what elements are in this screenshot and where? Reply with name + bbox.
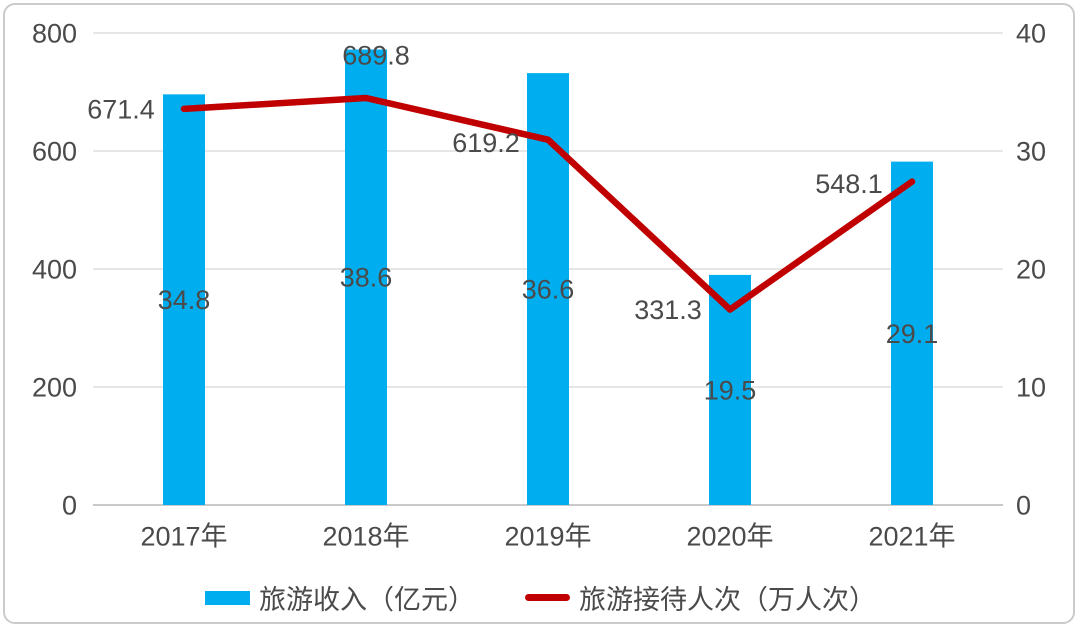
legend-item-bar-series: 旅游收入（亿元） [205, 578, 475, 617]
right-axis-tick-label: 40 [1016, 18, 1046, 48]
line-series-label: 旅游接待人次（万人次） [579, 585, 876, 615]
legend-item-line-series: 旅游接待人次（万人次） [525, 578, 876, 617]
bar-2018年 [345, 49, 387, 506]
x-axis-label: 2020年 [686, 521, 773, 551]
line-value-label: 331.3 [634, 295, 702, 325]
bar-value-label: 38.6 [340, 263, 393, 293]
x-axis-label: 2018年 [322, 521, 409, 551]
bar-value-label: 36.6 [522, 275, 575, 305]
right-axis-tick-label: 20 [1016, 254, 1046, 284]
x-axis-label: 2017年 [140, 521, 227, 551]
bar-2020年 [709, 274, 751, 505]
bar-series-label: 旅游收入（亿元） [259, 585, 475, 615]
line-value-label: 619.2 [452, 128, 520, 158]
x-axis-label: 2021年 [868, 521, 955, 551]
bar-2017年 [163, 94, 205, 506]
bar-value-label: 34.8 [158, 285, 211, 315]
bar-value-label: 29.1 [886, 319, 939, 349]
left-axis-tick-label: 600 [32, 136, 77, 166]
x-axis-label: 2019年 [504, 521, 591, 551]
bar-series-swatch-icon [205, 590, 250, 605]
line-series-swatch-icon [525, 594, 570, 601]
right-axis-tick-label: 10 [1016, 372, 1046, 402]
line-value-label: 548.1 [815, 169, 883, 199]
left-axis-tick-label: 800 [32, 18, 77, 48]
bar-value-label: 19.5 [704, 375, 757, 405]
bar-2019年 [527, 73, 569, 506]
left-axis-tick-label: 200 [32, 372, 77, 402]
left-axis-tick-label: 0 [62, 490, 77, 520]
right-axis-tick-label: 30 [1016, 136, 1046, 166]
line-value-label: 671.4 [87, 94, 155, 124]
right-axis-tick-label: 0 [1016, 490, 1031, 520]
left-axis-tick-label: 400 [32, 254, 77, 284]
legend: 旅游收入（亿元） 旅游接待人次（万人次） [205, 578, 876, 617]
line-series-path [180, 94, 916, 313]
bar-2021年 [891, 161, 933, 505]
line-value-label: 689.8 [342, 40, 410, 70]
